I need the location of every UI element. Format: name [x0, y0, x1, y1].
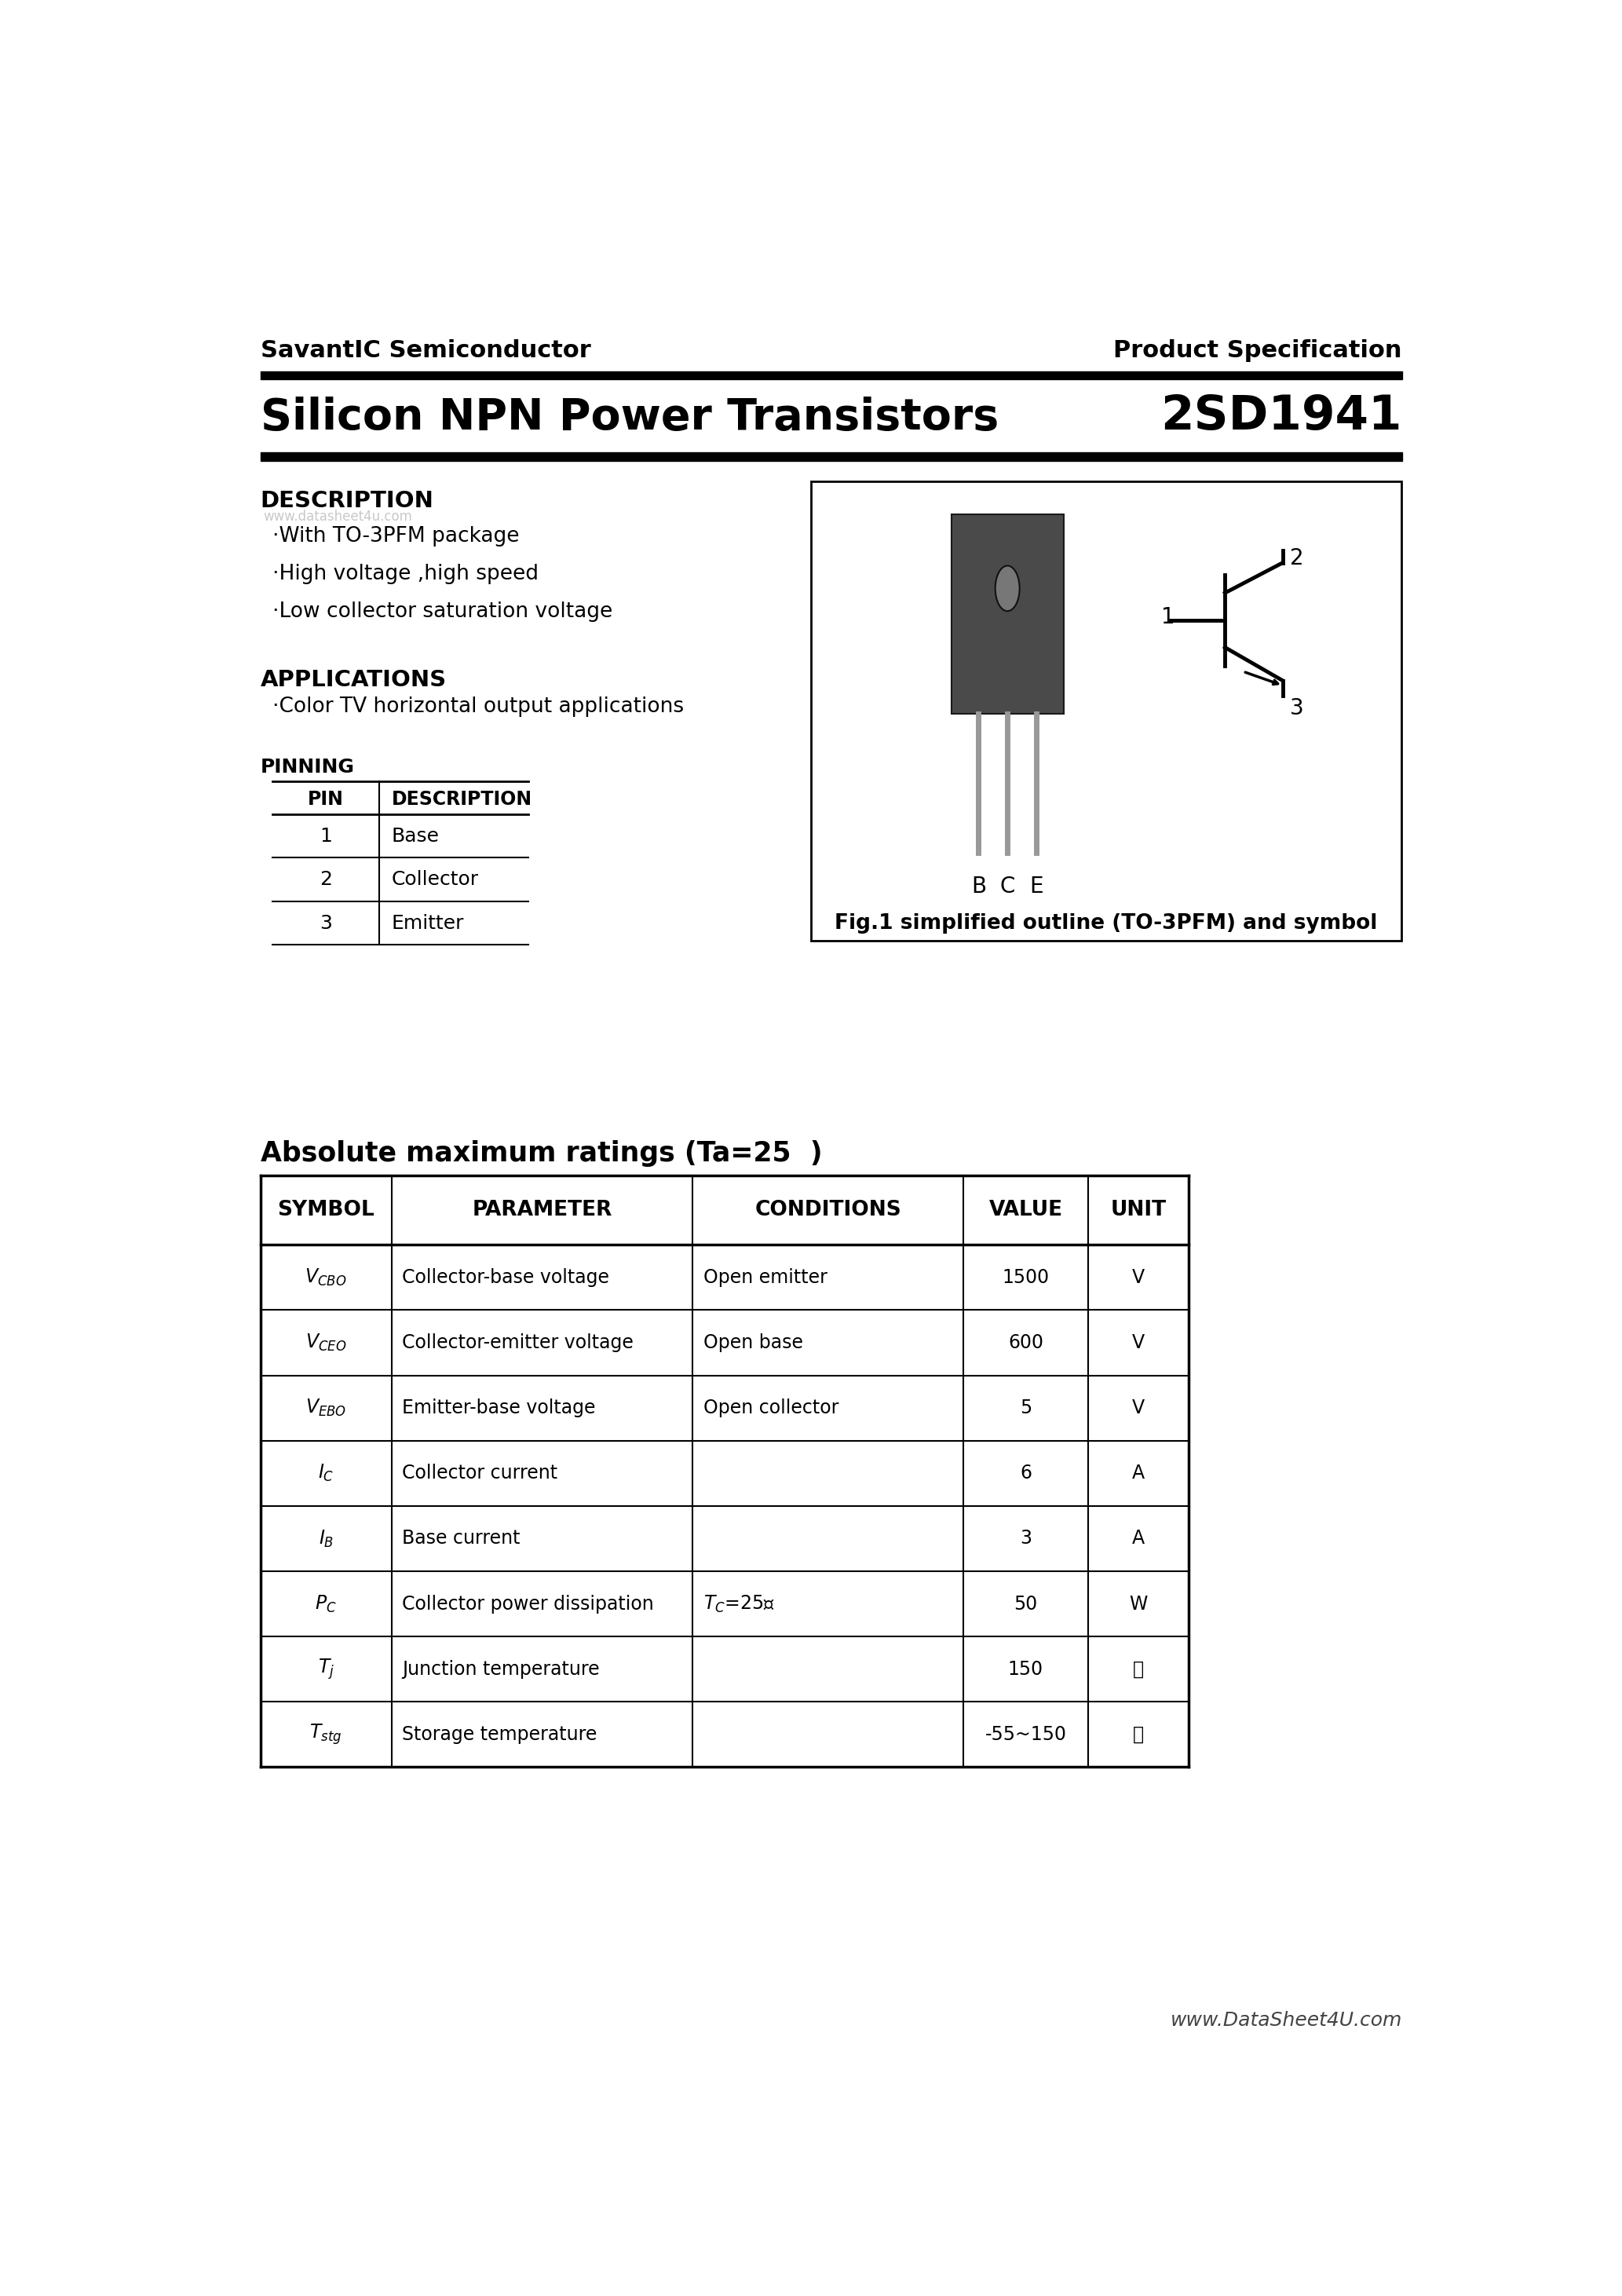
Text: 2: 2 [320, 870, 333, 889]
Text: ·With TO-3PFM package: ·With TO-3PFM package [272, 526, 519, 546]
Text: Emitter: Emitter [391, 914, 464, 932]
Text: Collector power dissipation: Collector power dissipation [402, 1593, 654, 1614]
Text: ྾: ྾ [1132, 1724, 1144, 1745]
Text: 600: 600 [1007, 1334, 1043, 1352]
Text: Collector-emitter voltage: Collector-emitter voltage [402, 1334, 634, 1352]
Text: E: E [1030, 875, 1043, 898]
Text: ·Color TV horizontal output applications: ·Color TV horizontal output applications [272, 696, 684, 716]
Text: Fig.1 simplified outline (TO-3PFM) and symbol: Fig.1 simplified outline (TO-3PFM) and s… [835, 914, 1377, 934]
Text: C: C [999, 875, 1015, 898]
Text: CONDITIONS: CONDITIONS [754, 1201, 902, 1219]
Text: Collector current: Collector current [402, 1465, 558, 1483]
Text: ·Low collector saturation voltage: ·Low collector saturation voltage [272, 602, 613, 622]
Text: $V_{CEO}$: $V_{CEO}$ [305, 1332, 347, 1352]
Text: Absolute maximum ratings (Ta=25  ): Absolute maximum ratings (Ta=25 ) [261, 1141, 822, 1166]
Text: $I_C$: $I_C$ [318, 1463, 334, 1483]
Text: Junction temperature: Junction temperature [402, 1660, 600, 1678]
Text: 1: 1 [320, 827, 333, 845]
Text: 50: 50 [1014, 1593, 1038, 1614]
Text: V: V [1132, 1398, 1145, 1417]
Text: V: V [1132, 1267, 1145, 1286]
Text: $V_{CBO}$: $V_{CBO}$ [305, 1267, 347, 1288]
Text: DESCRIPTION: DESCRIPTION [391, 790, 532, 808]
Text: 3: 3 [1289, 698, 1304, 719]
Text: Base current: Base current [402, 1529, 521, 1548]
Text: www.datasheet4u.com: www.datasheet4u.com [264, 510, 412, 523]
Text: DESCRIPTION: DESCRIPTION [261, 489, 435, 512]
Text: Silicon NPN Power Transistors: Silicon NPN Power Transistors [261, 397, 999, 439]
Text: A: A [1132, 1529, 1145, 1548]
Text: A: A [1132, 1465, 1145, 1483]
Text: 6: 6 [1020, 1465, 1032, 1483]
Text: PARAMETER: PARAMETER [472, 1201, 611, 1219]
Text: UNIT: UNIT [1111, 1201, 1166, 1219]
Text: Base: Base [391, 827, 440, 845]
Text: $T_C$=25྾: $T_C$=25྾ [704, 1593, 774, 1614]
Text: $P_C$: $P_C$ [315, 1593, 337, 1614]
Text: $I_B$: $I_B$ [318, 1529, 334, 1550]
Text: $T_{stg}$: $T_{stg}$ [310, 1722, 342, 1747]
Text: VALUE: VALUE [989, 1201, 1062, 1219]
Text: 150: 150 [1007, 1660, 1043, 1678]
Text: www.DataSheet4U.com: www.DataSheet4U.com [1169, 2011, 1401, 2030]
Text: SavantIC Semiconductor: SavantIC Semiconductor [261, 340, 590, 363]
Text: APPLICATIONS: APPLICATIONS [261, 668, 446, 691]
Text: Storage temperature: Storage temperature [402, 1724, 597, 1745]
Text: $V_{EBO}$: $V_{EBO}$ [305, 1398, 347, 1419]
Text: PINNING: PINNING [261, 758, 355, 776]
Text: B: B [972, 875, 986, 898]
Text: 3: 3 [1020, 1529, 1032, 1548]
Text: Collector: Collector [391, 870, 478, 889]
Text: 1500: 1500 [1002, 1267, 1049, 1286]
Bar [811, 482, 1401, 941]
Text: 3: 3 [320, 914, 333, 932]
Text: 2SD1941: 2SD1941 [1161, 393, 1401, 441]
Text: 2: 2 [1289, 549, 1304, 569]
Text: Open base: Open base [704, 1334, 803, 1352]
Text: SYMBOL: SYMBOL [277, 1201, 375, 1219]
Text: Open emitter: Open emitter [704, 1267, 827, 1286]
Text: V: V [1132, 1334, 1145, 1352]
Text: Emitter-base voltage: Emitter-base voltage [402, 1398, 595, 1417]
Text: PIN: PIN [308, 790, 344, 808]
Text: Collector-base voltage: Collector-base voltage [402, 1267, 610, 1286]
Text: Open collector: Open collector [704, 1398, 839, 1417]
Text: 1: 1 [1161, 606, 1174, 629]
Text: ྾: ྾ [1132, 1660, 1144, 1678]
Text: ·High voltage ,high speed: ·High voltage ,high speed [272, 565, 539, 585]
FancyBboxPatch shape [950, 514, 1064, 714]
Text: -55~150: -55~150 [985, 1724, 1067, 1745]
Text: Product Specification: Product Specification [1113, 340, 1401, 363]
Text: W: W [1129, 1593, 1147, 1614]
Text: $T_j$: $T_j$ [318, 1658, 334, 1681]
Text: 5: 5 [1020, 1398, 1032, 1417]
Ellipse shape [996, 565, 1020, 611]
